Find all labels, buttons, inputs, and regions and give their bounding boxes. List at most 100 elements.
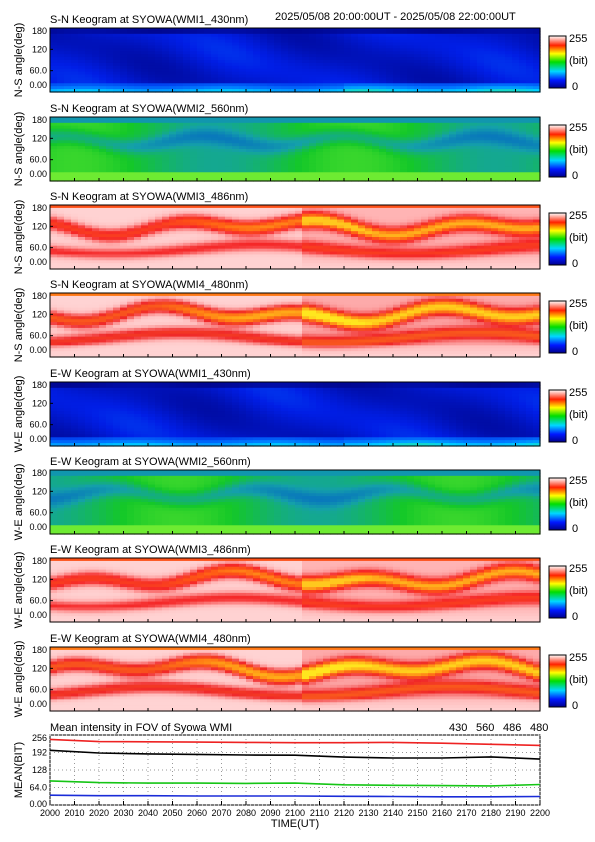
heat-cell — [246, 117, 254, 121]
heat-cell — [120, 175, 128, 179]
heat-cell — [372, 154, 380, 159]
heat-cell — [407, 28, 415, 32]
heat-cell — [281, 163, 289, 168]
heat-cell — [155, 30, 163, 35]
heat-cell — [267, 77, 275, 81]
heat-cell — [169, 42, 177, 47]
heat-cell — [64, 257, 72, 261]
heat-cell — [50, 248, 58, 253]
heat-cell — [64, 146, 72, 150]
heat-cell — [309, 160, 317, 165]
heat-cell — [365, 210, 373, 215]
heat-cell — [491, 128, 499, 133]
heat-cell — [337, 251, 345, 256]
heat-cell — [85, 54, 93, 58]
heat-cell — [260, 54, 268, 58]
heat-cell — [190, 131, 198, 136]
heat-cell — [470, 122, 478, 127]
heat-cell — [71, 157, 79, 162]
heat-cell — [246, 207, 254, 212]
heat-cell — [225, 263, 233, 267]
heat-cell — [393, 134, 401, 138]
heat-cell — [127, 175, 135, 179]
heat-cell — [225, 172, 233, 176]
heat-cell — [316, 60, 324, 64]
heat-cell — [246, 143, 254, 147]
heat-cell — [512, 28, 520, 32]
heat-cell — [309, 178, 317, 182]
heat-cell — [414, 83, 422, 87]
heat-cell — [400, 125, 408, 130]
heat-cell — [302, 207, 310, 212]
heat-cell — [393, 80, 401, 84]
y-tick-label: 60.0 — [29, 243, 47, 253]
heat-cell — [183, 242, 191, 247]
heat-cell — [484, 151, 492, 156]
heat-cell — [134, 242, 142, 247]
heat-cell — [113, 266, 121, 270]
heat-cell — [484, 54, 492, 58]
heat-cell — [183, 245, 191, 250]
heat-cell — [295, 60, 303, 64]
heat-cell — [302, 219, 310, 224]
heat-cell — [330, 210, 338, 215]
heat-cell — [162, 169, 170, 173]
heat-cell — [246, 146, 254, 150]
heat-cell — [71, 119, 79, 124]
heat-cell — [99, 234, 107, 238]
heat-cell — [288, 213, 296, 218]
heat-cell — [281, 65, 289, 70]
heat-cell — [113, 205, 121, 209]
heat-cell — [337, 86, 345, 90]
heat-cell — [288, 33, 296, 38]
heat-cell — [85, 65, 93, 70]
heat-cell — [533, 122, 541, 127]
heat-cell — [498, 175, 506, 179]
heat-cell — [344, 134, 352, 138]
heat-cell — [162, 60, 170, 64]
heat-cell — [414, 163, 422, 168]
heat-cell — [372, 143, 380, 147]
heat-cell — [218, 225, 226, 229]
heat-cell — [288, 169, 296, 173]
heat-cell — [463, 71, 471, 76]
heat-cell — [274, 140, 282, 144]
heat-cell — [288, 225, 296, 229]
heat-cell — [127, 234, 135, 238]
heat-cell — [176, 251, 184, 256]
heat-cell — [162, 239, 170, 244]
heat-cell — [288, 222, 296, 226]
heat-cell — [190, 71, 198, 76]
heat-cell — [358, 83, 366, 87]
heat-cell — [435, 131, 443, 136]
heat-cell — [239, 131, 247, 136]
heat-cell — [218, 48, 226, 52]
heat-cell — [288, 151, 296, 156]
heat-cell — [386, 157, 394, 162]
heat-cell — [113, 151, 121, 156]
heat-cell — [169, 237, 177, 241]
heat-cell — [134, 172, 142, 176]
heat-cell — [246, 134, 254, 138]
heat-cell — [330, 207, 338, 212]
heat-cell — [267, 205, 275, 209]
heat-cell — [386, 51, 394, 55]
heat-cell — [484, 80, 492, 84]
heat-cell — [85, 74, 93, 79]
heat-cell — [155, 210, 163, 215]
heat-cell — [260, 228, 268, 232]
heat-cell — [246, 57, 254, 61]
heat-cell — [225, 77, 233, 81]
heat-cell — [337, 125, 345, 130]
heat-cell — [148, 143, 156, 147]
heat-cell — [134, 68, 142, 73]
heat-cell — [211, 234, 219, 238]
heat-cell — [50, 210, 58, 215]
heat-cell — [71, 263, 79, 267]
heat-cell — [456, 51, 464, 55]
heat-cell — [246, 260, 254, 264]
heat-cell — [533, 57, 541, 61]
heat-cell — [302, 60, 310, 64]
heat-cell — [344, 237, 352, 241]
heat-cell — [85, 154, 93, 159]
